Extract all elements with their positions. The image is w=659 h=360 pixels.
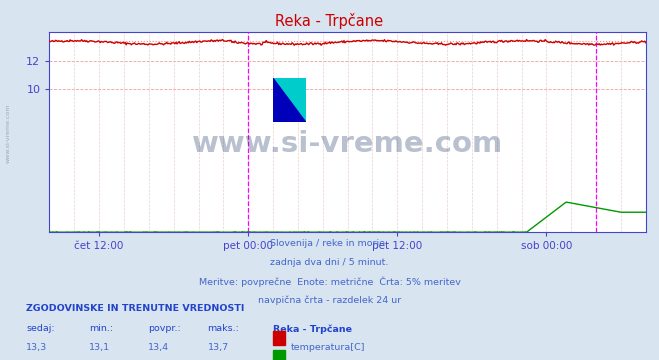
Text: www.si-vreme.com: www.si-vreme.com	[192, 130, 503, 158]
Text: 13,1: 13,1	[89, 343, 110, 352]
Text: zadnja dva dni / 5 minut.: zadnja dva dni / 5 minut.	[270, 258, 389, 267]
Text: min.:: min.:	[89, 324, 113, 333]
Text: navpična črta - razdelek 24 ur: navpična črta - razdelek 24 ur	[258, 296, 401, 305]
Text: 13,3: 13,3	[26, 343, 47, 352]
Text: Reka - Trpčane: Reka - Trpčane	[273, 324, 353, 333]
Text: Slovenija / reke in morje.: Slovenija / reke in morje.	[270, 239, 389, 248]
Text: www.si-vreme.com: www.si-vreme.com	[6, 103, 11, 163]
Polygon shape	[273, 78, 306, 122]
Text: Meritve: povprečne  Enote: metrične  Črta: 5% meritev: Meritve: povprečne Enote: metrične Črta:…	[198, 277, 461, 287]
Text: sedaj:: sedaj:	[26, 324, 55, 333]
Text: 13,7: 13,7	[208, 343, 229, 352]
Text: povpr.:: povpr.:	[148, 324, 181, 333]
Text: Reka - Trpčane: Reka - Trpčane	[275, 13, 384, 28]
Text: maks.:: maks.:	[208, 324, 239, 333]
Polygon shape	[273, 78, 306, 122]
Text: 13,4: 13,4	[148, 343, 169, 352]
Text: ZGODOVINSKE IN TRENUTNE VREDNOSTI: ZGODOVINSKE IN TRENUTNE VREDNOSTI	[26, 304, 244, 313]
Text: temperatura[C]: temperatura[C]	[291, 343, 365, 352]
